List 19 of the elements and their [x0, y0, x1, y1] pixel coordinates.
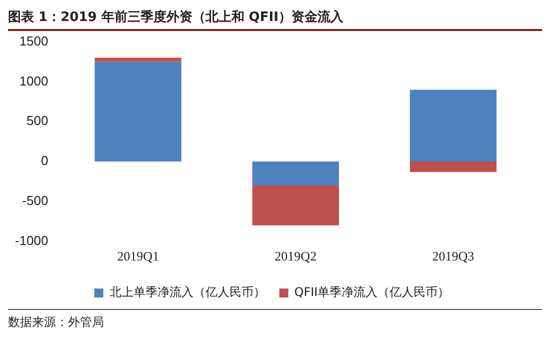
x-tick-label: 2019Q2 [274, 248, 317, 264]
y-tick-label: -1000 [15, 232, 48, 248]
legend-label: 北上单季净流入（亿人民币） [109, 285, 266, 300]
bar [410, 90, 497, 162]
y-tick-label: 0 [41, 153, 48, 168]
y-tick-label: -500 [22, 193, 48, 208]
bar [94, 58, 182, 62]
x-tick-label: 2019Q3 [432, 248, 474, 264]
source-note: 数据来源：外管局 [8, 314, 105, 331]
bar [410, 162, 497, 172]
y-tick-label: 1500 [19, 33, 48, 48]
y-tick-label: 500 [26, 113, 48, 128]
legend-label: QFII单季净流入（亿人民币） [294, 285, 450, 300]
bar [94, 62, 182, 162]
x-tick-label: 2019Q1 [117, 248, 159, 264]
bar [252, 186, 339, 226]
bar [252, 162, 339, 186]
chart-title: 图表 1：2019 年前三季度外资（北上和 QFII）资金流入 [8, 8, 542, 31]
y-tick-label: 1000 [19, 73, 48, 88]
